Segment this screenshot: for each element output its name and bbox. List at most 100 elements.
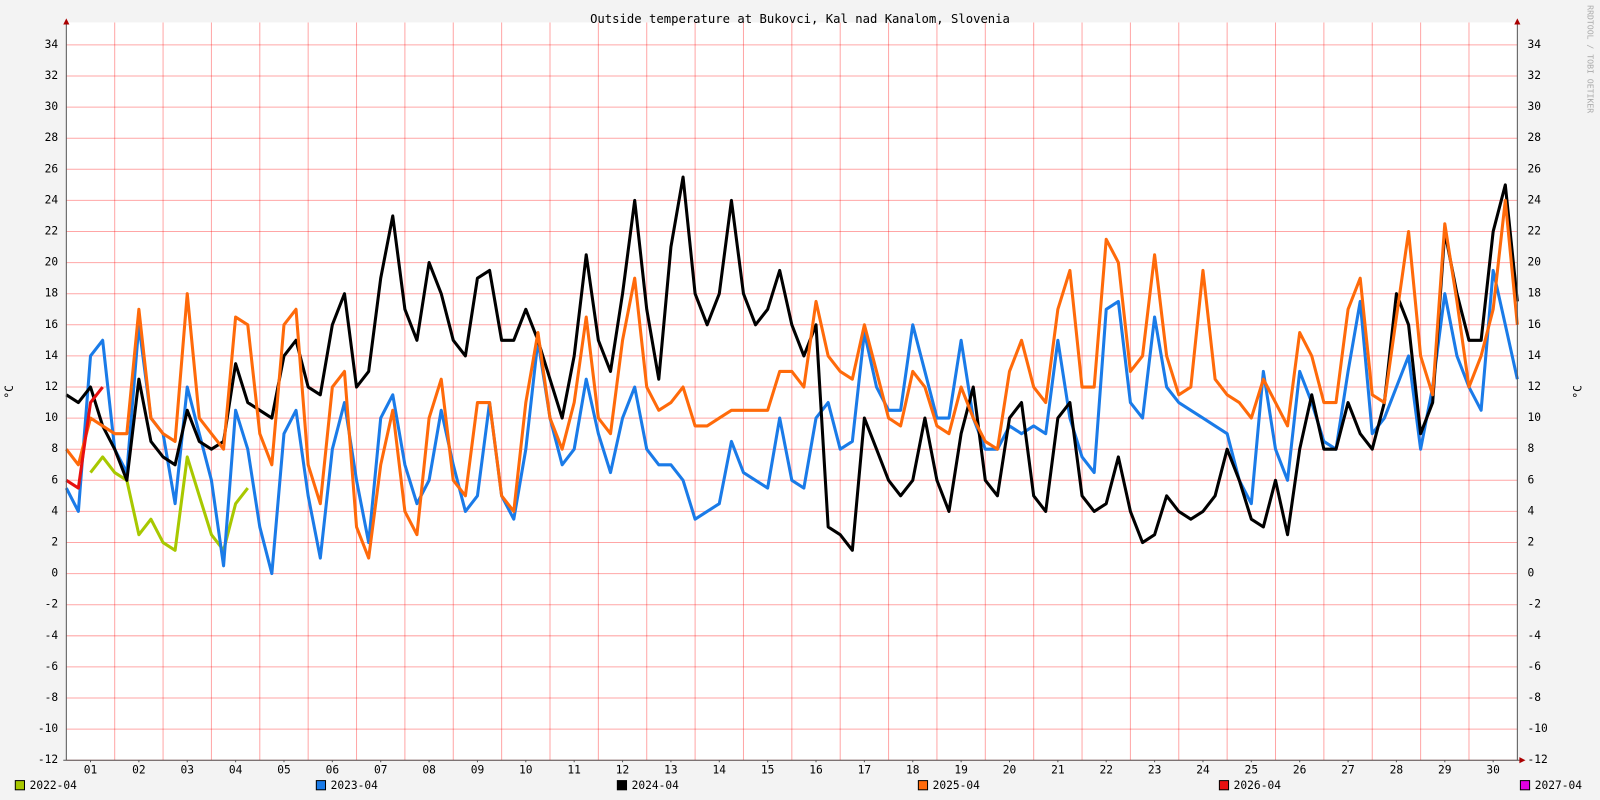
y2-tick-label: 14	[1528, 349, 1542, 362]
y-tick-label: -4	[45, 629, 59, 642]
y-tick-label: 34	[45, 38, 59, 51]
y-tick-label: 26	[45, 162, 59, 175]
x-tick-label: 11	[567, 763, 581, 776]
y-tick-label: 0	[51, 567, 58, 580]
x-tick-label: 13	[664, 763, 678, 776]
y2-tick-label: -8	[1528, 691, 1542, 704]
y-tick-label: 14	[45, 349, 59, 362]
y-tick-label: 20	[45, 256, 59, 269]
y-tick-label: 6	[51, 473, 58, 486]
y2-tick-label: 6	[1528, 473, 1535, 486]
y-tick-label: 18	[45, 287, 59, 300]
y2-tick-label: 32	[1528, 69, 1542, 82]
y2-axis-label: °C	[1572, 385, 1585, 399]
x-tick-label: 10	[519, 763, 533, 776]
y-tick-label: 12	[45, 380, 59, 393]
legend-swatch	[14, 780, 26, 791]
x-tick-label: 22	[1099, 763, 1113, 776]
y2-tick-label: 20	[1528, 256, 1542, 269]
x-tick-label: 08	[422, 763, 436, 776]
y2-tick-label: 26	[1528, 162, 1542, 175]
x-tick-label: 09	[471, 763, 485, 776]
legend-label: 2023-04	[331, 779, 379, 792]
y-tick-label: 4	[51, 504, 58, 517]
x-tick-label: 01	[84, 763, 98, 776]
x-tick-label: 21	[1051, 763, 1065, 776]
y2-tick-label: 0	[1528, 567, 1535, 580]
x-tick-label: 12	[616, 763, 630, 776]
y2-tick-label: 28	[1528, 131, 1542, 144]
legend-swatch	[1519, 780, 1531, 791]
watermark: RRDTOOL / TOBI OETIKER	[1585, 5, 1595, 113]
y2-tick-label: 10	[1528, 411, 1542, 424]
x-tick-label: 15	[761, 763, 775, 776]
y-tick-label: -2	[45, 598, 59, 611]
y2-tick-label: 24	[1528, 193, 1542, 206]
x-tick-label: 02	[132, 763, 146, 776]
y2-tick-label: -6	[1528, 660, 1542, 673]
legend-swatch	[315, 780, 327, 791]
legend-swatch	[917, 780, 929, 791]
legend-label: 2022-04	[30, 779, 78, 792]
axis-arrow	[1519, 757, 1526, 764]
x-tick-label: 25	[1245, 763, 1259, 776]
legend-label: 2024-04	[632, 779, 680, 792]
lines	[64, 175, 1519, 576]
y-tick-label: 22	[45, 224, 59, 237]
legend-label: 2027-04	[1535, 779, 1583, 792]
y-tick-label: 32	[45, 69, 59, 82]
chart-title: Outside temperature at Bukovci, Kal nad …	[590, 12, 1010, 26]
legend-swatch	[1218, 780, 1230, 791]
y2-tick-label: 8	[1528, 442, 1535, 455]
x-tick-label: 05	[277, 763, 291, 776]
grid	[66, 22, 1518, 761]
x-tick-label: 29	[1438, 763, 1452, 776]
legend-label: 2025-04	[933, 779, 981, 792]
y-tick-label: -8	[45, 691, 59, 704]
series-line	[65, 198, 1519, 560]
x-tick-label: 26	[1293, 763, 1307, 776]
y2-tick-label: -12	[1528, 753, 1548, 766]
y-tick-label: -6	[45, 660, 59, 673]
x-tick-label: 17	[858, 763, 872, 776]
x-tick-label: 16	[809, 763, 823, 776]
x-tick-label: 14	[713, 763, 727, 776]
y-tick-label: -12	[38, 753, 58, 766]
series-line	[64, 268, 1519, 576]
y2-tick-label: 30	[1528, 100, 1542, 113]
legend-label: 2026-04	[1234, 779, 1282, 792]
y2-tick-label: 16	[1528, 318, 1542, 331]
x-tick-label: 03	[180, 763, 194, 776]
x-tick-label: 20	[1003, 763, 1017, 776]
x-tick-label: 28	[1390, 763, 1404, 776]
legend-swatch	[616, 780, 628, 791]
y-tick-label: 16	[45, 318, 59, 331]
y2-tick-label: -10	[1528, 722, 1549, 735]
series-line	[65, 386, 104, 490]
x-tick-label: 06	[326, 763, 340, 776]
y2-tick-label: 2	[1528, 536, 1535, 549]
y2-tick-label: 12	[1528, 380, 1542, 393]
y-tick-label: -10	[38, 722, 59, 735]
labels: -12 -12-10 -10-8 -8-6 -6-4 -4-2 -20 02 24 46 68 810…	[14, 38, 1583, 792]
y2-tick-label: -4	[1528, 629, 1542, 642]
y-tick-label: 10	[45, 411, 59, 424]
y-tick-label: 8	[51, 442, 58, 455]
y2-tick-label: -2	[1528, 598, 1542, 611]
x-tick-label: 27	[1341, 763, 1355, 776]
axis-arrow	[63, 18, 70, 25]
x-tick-label: 04	[229, 763, 243, 776]
y2-tick-label: 34	[1528, 38, 1542, 51]
y-axis-label: °C	[3, 385, 16, 399]
y2-tick-label: 22	[1528, 224, 1542, 237]
x-tick-label: 23	[1148, 763, 1162, 776]
y-tick-label: 24	[45, 193, 59, 206]
x-tick-label: 18	[906, 763, 920, 776]
x-tick-label: 30	[1486, 763, 1500, 776]
y-tick-label: 28	[45, 131, 59, 144]
y2-tick-label: 18	[1528, 287, 1542, 300]
plot-area	[66, 22, 1518, 761]
x-tick-label: 24	[1196, 763, 1210, 776]
